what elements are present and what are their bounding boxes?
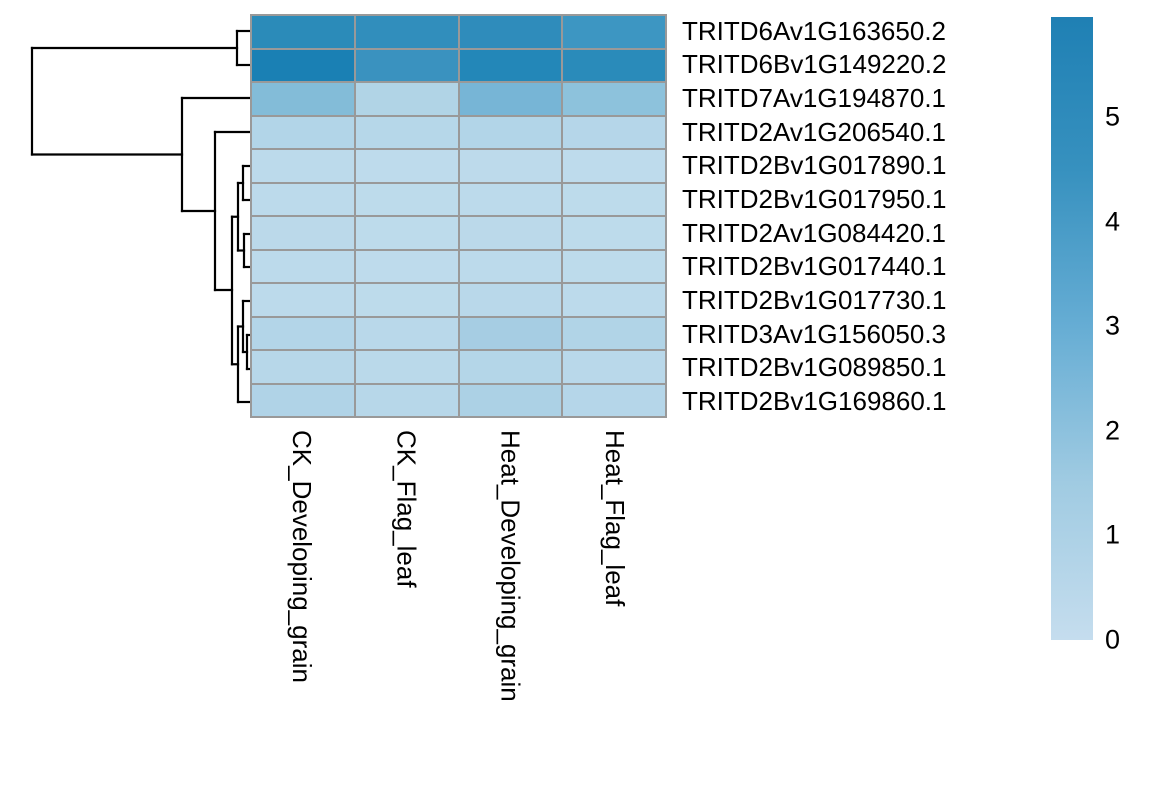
row-label: TRITD6Bv1G149220.2: [682, 49, 947, 80]
heatmap-cell: [563, 183, 665, 215]
heatmap-cell: [355, 217, 458, 249]
heatmap-cell: [563, 83, 665, 115]
row-label: TRITD2Av1G206540.1: [682, 116, 946, 147]
heatmap-cell: [459, 351, 562, 383]
heatmap-cell: [459, 250, 562, 282]
column-label: Heat_Developing_grain: [495, 430, 526, 702]
heatmap-cell: [355, 116, 458, 148]
heatmap-cell: [355, 150, 458, 182]
heatmap-cell: [252, 217, 354, 249]
heatmap-cell: [563, 116, 665, 148]
heatmap-cell: [563, 317, 665, 349]
heatmap-cell: [355, 250, 458, 282]
heatmap-cell: [459, 384, 562, 416]
row-label: TRITD7Av1G194870.1: [682, 83, 946, 114]
column-label: CK_Developing_grain: [287, 430, 318, 683]
row-label: TRITD2Bv1G089850.1: [682, 352, 947, 383]
row-label: TRITD2Bv1G017950.1: [682, 184, 947, 215]
heatmap-cell: [355, 384, 458, 416]
legend-tick-label: 5: [1105, 101, 1121, 132]
heatmap-cell: [563, 49, 665, 81]
heatmap-cell: [563, 150, 665, 182]
row-label: TRITD2Bv1G017730.1: [682, 285, 947, 316]
heatmap-cell: [459, 284, 562, 316]
heatmap-cell: [252, 150, 354, 182]
heatmap-cell: [355, 83, 458, 115]
heatmap-cell: [563, 250, 665, 282]
heatmap-cell: [252, 284, 354, 316]
heatmap-grid: [250, 14, 667, 418]
column-label: Heat_Flag_leaf: [599, 430, 630, 607]
heatmap-cell: [252, 16, 354, 48]
heatmap-cell: [563, 16, 665, 48]
heatmap-cell: [252, 317, 354, 349]
heatmap-cell: [355, 351, 458, 383]
row-label: TRITD2Bv1G017890.1: [682, 150, 947, 181]
row-label: TRITD6Av1G163650.2: [682, 15, 946, 46]
heatmap-cell: [563, 384, 665, 416]
legend-tick-label: 4: [1105, 206, 1121, 237]
heatmap-cell: [563, 351, 665, 383]
legend-tick-label: 0: [1105, 624, 1121, 655]
heatmap-cell: [563, 284, 665, 316]
row-labels: TRITD6Av1G163650.2 TRITD6Bv1G149220.2 TRIT…: [682, 14, 946, 418]
row-label: TRITD2Bv1G017440.1: [682, 251, 947, 282]
heatmap-cell: [459, 217, 562, 249]
heatmap-cell: [459, 150, 562, 182]
heatmap-cell: [459, 16, 562, 48]
legend-tick-label: 2: [1105, 415, 1121, 446]
legend-tick-label: 3: [1105, 310, 1121, 341]
heatmap-cell: [252, 83, 354, 115]
color-scale-bar: [1051, 17, 1093, 640]
heatmap-cell: [563, 217, 665, 249]
heatmap-cell: [252, 351, 354, 383]
heatmap-cell: [355, 183, 458, 215]
heatmap-cell: [355, 49, 458, 81]
row-label: TRITD2Bv1G169860.1: [682, 386, 947, 417]
heatmap-cell: [355, 317, 458, 349]
row-label: TRITD2Av1G084420.1: [682, 217, 946, 248]
column-label: CK_Flag_leaf: [391, 430, 422, 588]
heatmap-cell: [252, 384, 354, 416]
row-label: TRITD3Av1G156050.3: [682, 318, 946, 349]
heatmap-cell: [252, 49, 354, 81]
heatmap-cell: [459, 317, 562, 349]
column-labels: CK_Developing_grain CK_Flag_leaf Heat_Deve…: [250, 430, 667, 702]
heatmap-cell: [252, 250, 354, 282]
heatmap-cell: [355, 16, 458, 48]
heatmap-cell: [459, 83, 562, 115]
heatmap-cell: [355, 284, 458, 316]
legend-tick-label: 1: [1105, 519, 1121, 550]
heatmap-cell: [459, 116, 562, 148]
heatmap-cell: [252, 116, 354, 148]
row-dendrogram: [30, 29, 252, 404]
heatmap-cell: [252, 183, 354, 215]
heatmap-cell: [459, 183, 562, 215]
heatmap-cell: [459, 49, 562, 81]
